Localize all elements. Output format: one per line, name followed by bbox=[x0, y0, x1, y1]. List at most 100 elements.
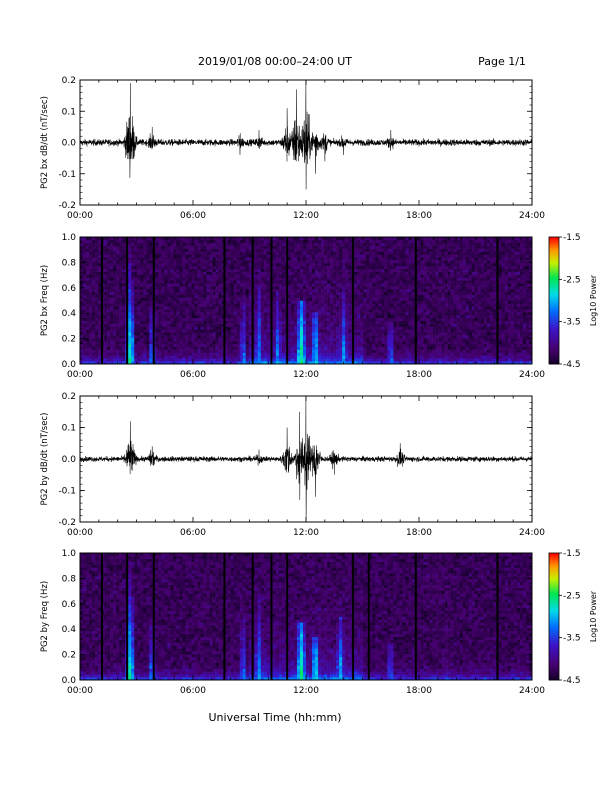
heatmap-cell bbox=[173, 286, 177, 290]
heatmap-cell bbox=[212, 251, 216, 255]
heatmap-cell bbox=[354, 280, 358, 284]
heatmap-cell bbox=[387, 352, 391, 356]
heatmap-cell bbox=[299, 251, 304, 255]
heatmap-cell bbox=[281, 242, 286, 246]
heatmap-cell bbox=[119, 268, 123, 272]
heatmap-cell bbox=[254, 306, 259, 310]
heatmap-cell bbox=[224, 237, 228, 241]
heatmap-cell bbox=[302, 291, 307, 296]
heatmap-cell bbox=[299, 346, 304, 350]
heatmap-cell bbox=[167, 309, 171, 313]
heatmap-cell bbox=[272, 286, 277, 290]
heatmap-cell bbox=[236, 274, 240, 278]
heatmap-cell bbox=[140, 277, 144, 281]
heatmap-cell bbox=[191, 294, 195, 298]
heatmap-cell bbox=[312, 309, 316, 313]
heatmap-cell bbox=[209, 251, 213, 255]
heatmap-cell bbox=[342, 303, 346, 307]
heatmap-cell bbox=[206, 317, 210, 322]
heatmap-cell bbox=[134, 323, 138, 327]
heatmap-cell bbox=[281, 286, 286, 290]
heatmap-cell bbox=[254, 248, 259, 252]
heatmap-cell bbox=[92, 268, 96, 272]
heatmap-cell bbox=[242, 283, 247, 287]
heatmap-cell bbox=[339, 277, 343, 281]
heatmap-cell bbox=[140, 245, 144, 249]
heatmap-cell bbox=[378, 335, 382, 339]
heatmap-cell bbox=[134, 297, 138, 301]
heatmap-cell bbox=[134, 309, 138, 313]
heatmap-cell bbox=[278, 245, 283, 249]
heatmap-cell bbox=[104, 358, 108, 362]
heatmap-cell bbox=[104, 338, 108, 342]
heatmap-cell bbox=[324, 346, 328, 350]
heatmap-cell bbox=[104, 260, 108, 264]
heatmap-cell bbox=[342, 242, 346, 246]
heatmap-cell bbox=[173, 343, 177, 347]
heatmap-cell bbox=[83, 277, 87, 281]
heatmap-cell bbox=[321, 306, 325, 310]
heatmap-cell bbox=[354, 271, 358, 275]
heatmap-cell bbox=[113, 355, 117, 359]
heatmap-cell bbox=[188, 317, 192, 322]
heatmap-cell bbox=[242, 320, 247, 324]
heatmap-cell bbox=[263, 291, 268, 296]
heatmap-cell bbox=[173, 323, 177, 327]
heatmap-cell bbox=[272, 355, 277, 359]
heatmap-cell bbox=[167, 346, 171, 350]
heatmap-cell bbox=[113, 268, 117, 272]
heatmap-cell bbox=[309, 346, 313, 350]
heatmap-cell bbox=[315, 300, 319, 304]
heatmap-cell bbox=[399, 309, 403, 313]
heatmap-cell bbox=[119, 314, 123, 319]
heatmap-cell bbox=[218, 283, 222, 287]
heatmap-cell bbox=[315, 286, 319, 290]
heatmap-cell bbox=[278, 274, 283, 278]
heatmap-cell bbox=[92, 343, 96, 347]
heatmap-cell bbox=[321, 323, 325, 327]
heatmap-cell bbox=[299, 312, 304, 316]
heatmap-cell bbox=[173, 251, 177, 255]
heatmap-cell bbox=[254, 312, 259, 316]
heatmap-cell bbox=[306, 343, 310, 347]
heatmap-cell bbox=[83, 262, 87, 267]
heatmap-cell bbox=[155, 303, 159, 307]
heatmap-cell bbox=[390, 248, 394, 252]
heatmap-cell bbox=[299, 294, 304, 298]
heatmap-cell bbox=[399, 329, 403, 333]
heatmap-cell bbox=[173, 245, 177, 249]
heatmap-cell bbox=[266, 271, 271, 275]
heatmap-cell bbox=[233, 326, 237, 330]
heatmap-cell bbox=[119, 291, 123, 296]
heatmap-cell bbox=[275, 251, 280, 255]
heatmap-cell bbox=[221, 294, 225, 298]
heatmap-cell bbox=[339, 237, 343, 241]
heatmap-cell bbox=[375, 300, 379, 304]
heatmap-cell bbox=[191, 277, 195, 281]
heatmap-cell bbox=[360, 257, 364, 261]
heatmap-cell bbox=[215, 248, 219, 252]
heatmap-cell bbox=[354, 300, 358, 304]
heatmap-cell bbox=[402, 286, 406, 290]
heatmap-cell bbox=[366, 346, 370, 350]
heatmap-cell bbox=[290, 297, 295, 301]
heatmap-cell bbox=[402, 352, 406, 356]
heatmap-cell bbox=[312, 268, 316, 272]
heatmap-cell bbox=[236, 280, 240, 284]
heatmap-cell bbox=[143, 349, 147, 353]
heatmap-cell bbox=[113, 349, 117, 353]
heatmap-cell bbox=[218, 303, 222, 307]
heatmap-cell bbox=[209, 346, 213, 350]
heatmap-cell bbox=[302, 303, 307, 307]
heatmap-cell bbox=[408, 323, 412, 327]
heatmap-cell bbox=[254, 297, 259, 301]
heatmap-cell bbox=[215, 361, 219, 365]
x-tick-label: 12:00 bbox=[293, 211, 319, 221]
heatmap-cell bbox=[182, 265, 186, 270]
heatmap-cell bbox=[384, 248, 388, 252]
heatmap-cell bbox=[336, 335, 340, 339]
heatmap-cell bbox=[167, 355, 171, 359]
heatmap-cell bbox=[345, 358, 349, 362]
heatmap-cell bbox=[134, 306, 138, 310]
heatmap-cell bbox=[212, 355, 216, 359]
